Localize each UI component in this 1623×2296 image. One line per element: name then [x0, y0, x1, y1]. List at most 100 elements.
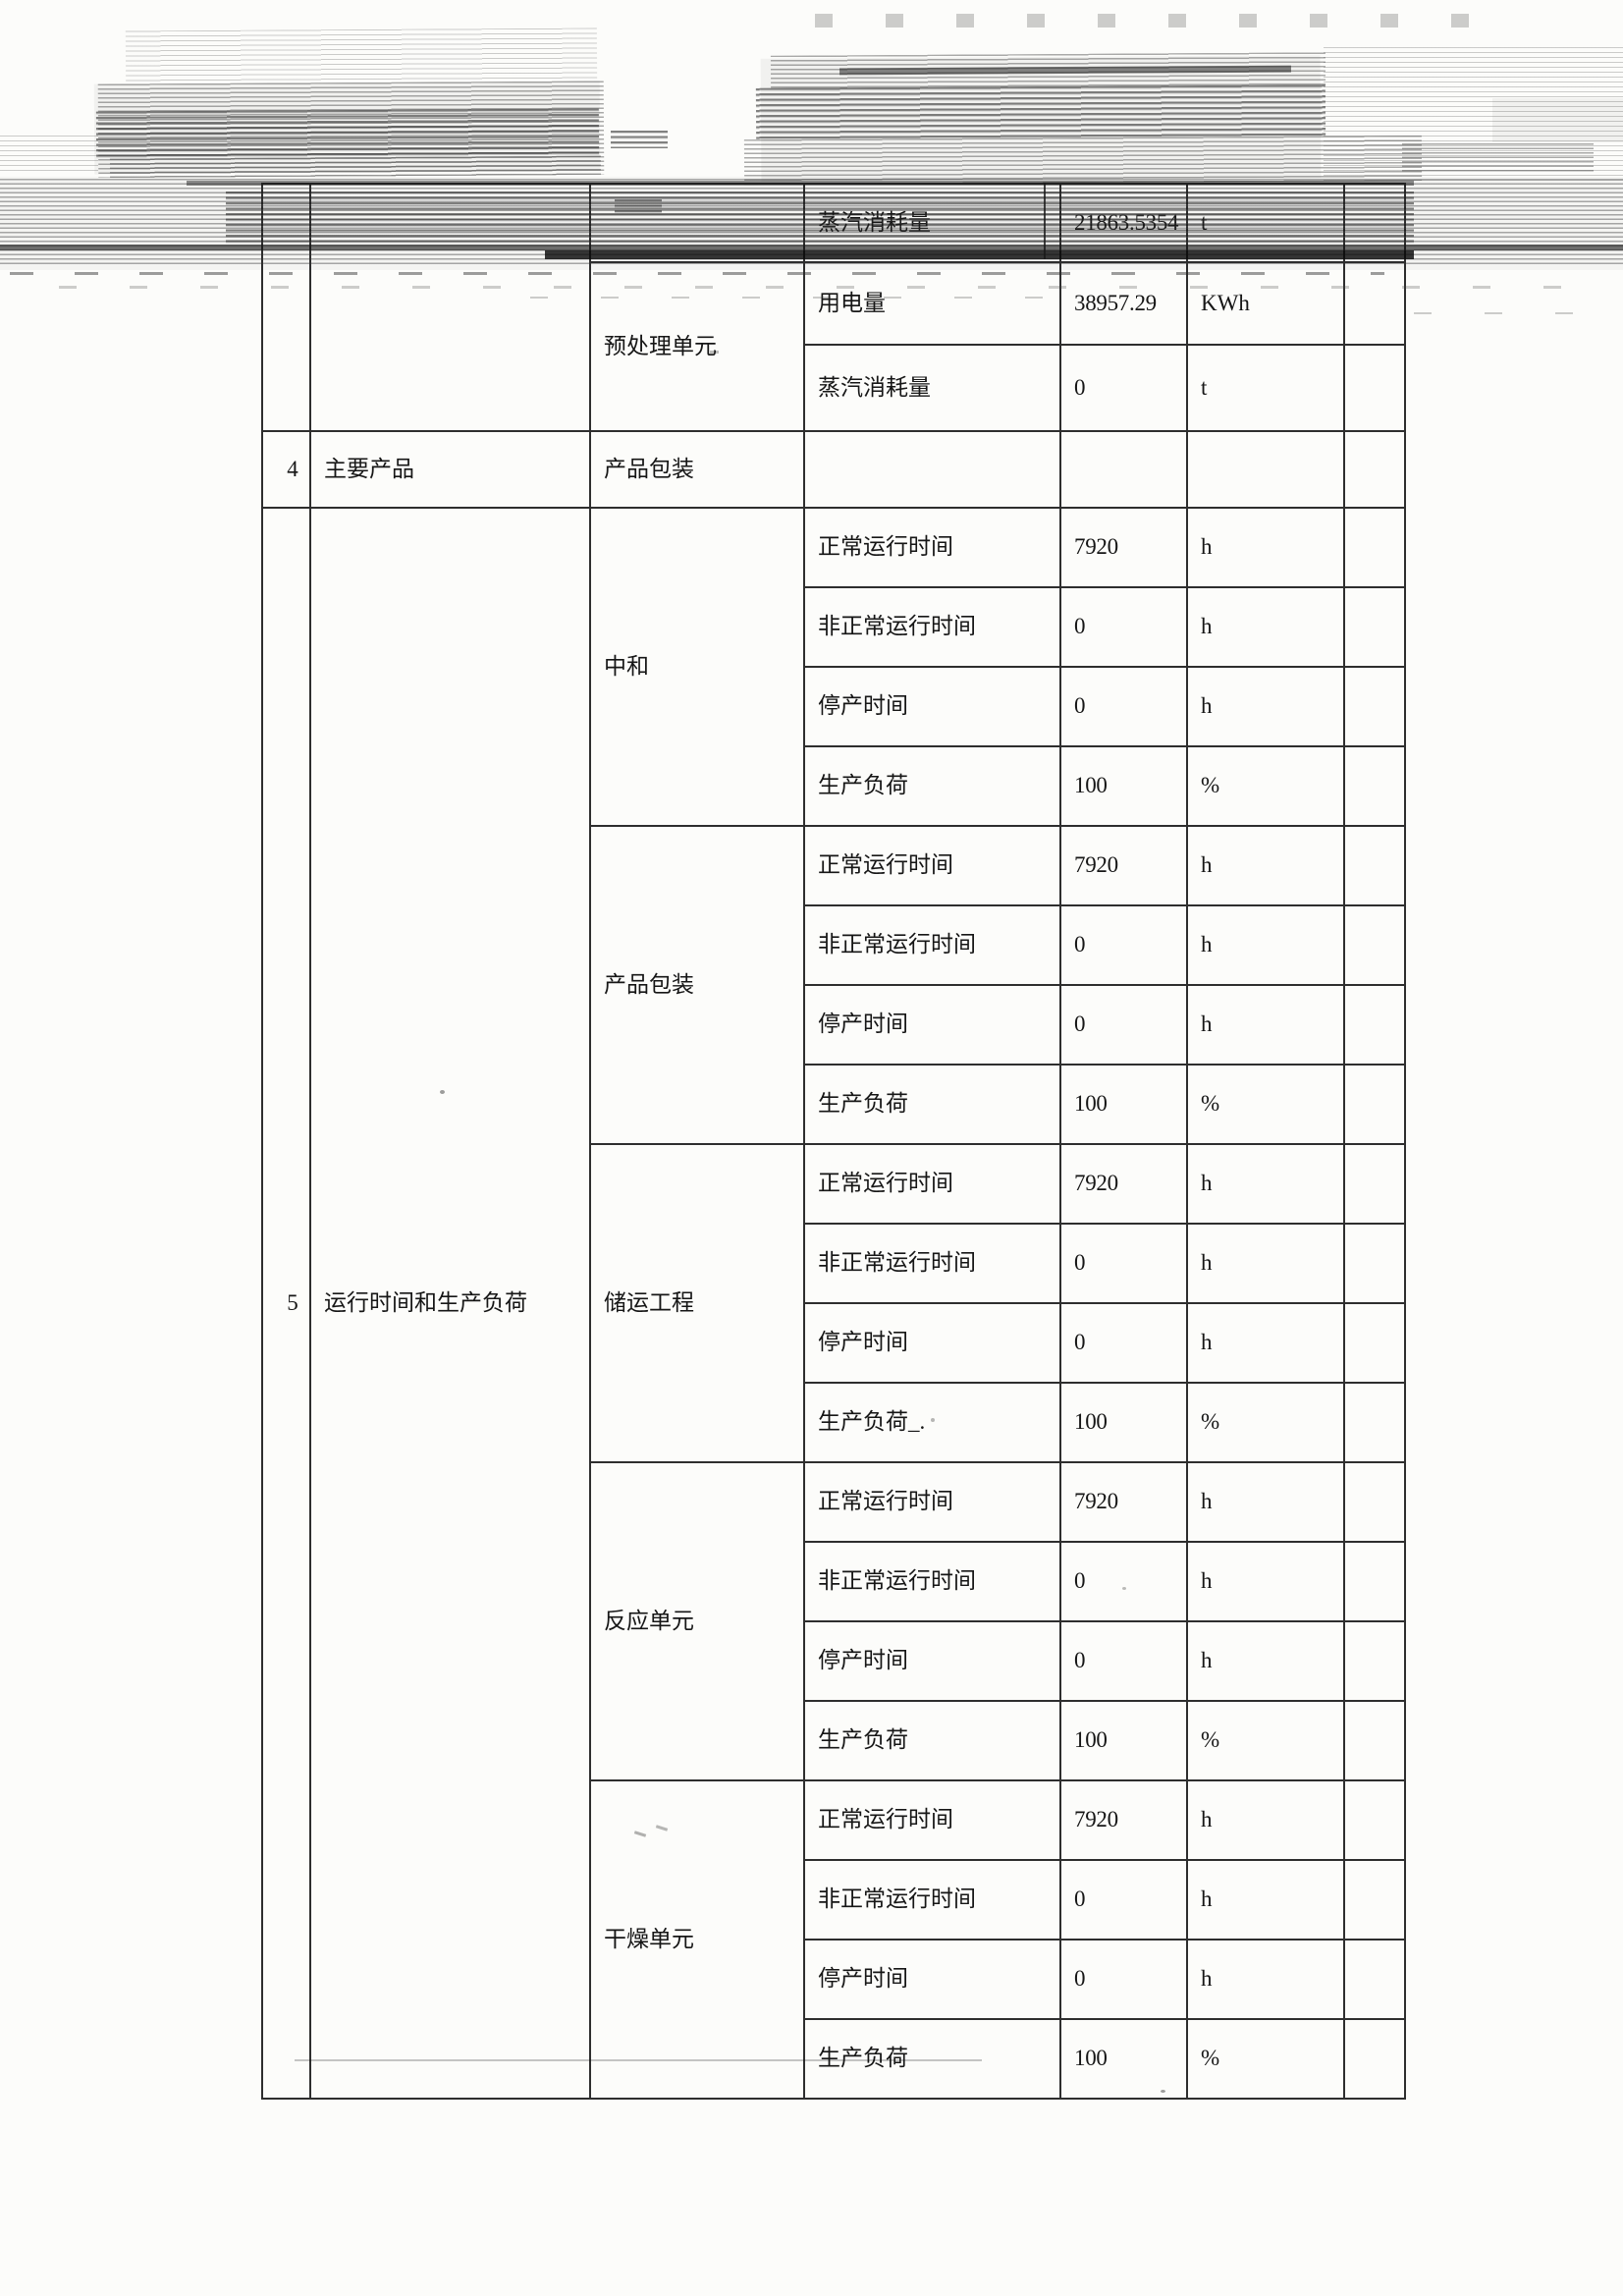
cell-metric-label: 生产负荷	[803, 1064, 1061, 1145]
cell-metric-value: 0	[1059, 344, 1188, 432]
cell-metric-label: 正常运行时间	[803, 1461, 1061, 1543]
cell-empty	[1343, 344, 1406, 432]
cell-empty	[1343, 183, 1406, 263]
cell-metric-unit: h	[1186, 904, 1345, 986]
table-row: 产品包装 正常运行时间 7920 h	[262, 825, 1406, 1145]
cell-metric-unit: h	[1186, 825, 1345, 906]
cell-metric-value: 21863.5354	[1059, 183, 1188, 263]
cell-metric-label: 停产时间	[803, 666, 1061, 747]
table-row: 停产时间 0 h	[262, 984, 1406, 1066]
cell-metric-unit: h	[1186, 984, 1345, 1066]
cell-metric-value: 7920	[1059, 1143, 1188, 1225]
cell-metric-unit: h	[1186, 1779, 1345, 1861]
cell-metric-unit: h	[1186, 1461, 1345, 1543]
cell-empty	[1343, 2018, 1406, 2100]
cell-metric-value: 0	[1059, 666, 1188, 747]
scan-wash	[760, 55, 1322, 182]
cell-empty	[1343, 1223, 1406, 1304]
cell-metric-value: 7920	[1059, 1461, 1188, 1543]
cell-metric-value: 0	[1059, 1859, 1188, 1941]
cell-metric-label: 用电量	[803, 261, 1061, 346]
cell-empty	[1343, 1939, 1406, 2020]
cell-metric-unit: t	[1186, 183, 1345, 263]
cell-metric-unit: %	[1186, 1700, 1345, 1781]
cell-metric-unit: %	[1186, 1064, 1345, 1145]
cell-metric-unit: h	[1186, 1939, 1345, 2020]
scan-streak	[770, 52, 1326, 90]
table-row: 停产时间 0 h	[262, 1620, 1406, 1702]
cell-metric-label: 停产时间	[803, 1939, 1061, 2020]
cell-metric-label: 蒸汽消耗量	[803, 344, 1061, 432]
table-row: 停产时间 0 h	[262, 1939, 1406, 2020]
cell-metric-unit: h	[1186, 666, 1345, 747]
cell-empty	[1343, 261, 1406, 346]
scan-dashes	[1414, 312, 1610, 314]
cell-metric-label: 正常运行时间	[803, 825, 1061, 906]
cell-empty	[1343, 1064, 1406, 1145]
cell-empty	[1343, 825, 1406, 906]
cell-item-no-5: 5	[261, 507, 311, 2100]
cell-metric-label: 正常运行时间	[803, 507, 1061, 588]
scan-streak	[109, 155, 602, 179]
cell-metric-unit: %	[1186, 745, 1345, 827]
cell-unit-name-pretreatment: 预处理单元	[589, 261, 805, 432]
cell-metric-value: 7920	[1059, 1779, 1188, 1861]
cell-metric-value: 100	[1059, 1064, 1188, 1145]
cell-metric-label: 非正常运行时间	[803, 586, 1061, 668]
table-row: 非正常运行时间 0 h	[262, 1541, 1406, 1622]
cell-metric-value: 38957.29	[1059, 261, 1188, 346]
cell-empty	[803, 430, 1061, 509]
cell-empty	[1343, 507, 1406, 588]
cell-metric-label: 停产时间	[803, 984, 1061, 1066]
table-row: 停产时间 0 h	[262, 1302, 1406, 1384]
scan-streak	[95, 108, 600, 159]
cell-metric-unit: t	[1186, 344, 1345, 432]
cell-unit-name-empty	[589, 183, 805, 263]
cell-metric-value: 0	[1059, 984, 1188, 1066]
scan-dark-line	[839, 65, 1292, 76]
cell-category-main-products: 主要产品	[309, 430, 591, 509]
cell-metric-label: 生产负荷	[803, 1700, 1061, 1781]
scan-wash	[1492, 98, 1623, 142]
cell-empty	[1343, 1779, 1406, 1861]
cell-unit-name-neutralization: 中和	[589, 507, 805, 827]
cell-metric-value: 0	[1059, 904, 1188, 986]
cell-metric-value: 7920	[1059, 825, 1188, 906]
scan-streak	[1324, 47, 1623, 185]
cell-metric-label: 停产时间	[803, 1620, 1061, 1702]
cell-metric-value: 100	[1059, 745, 1188, 827]
table-row: 4 主要产品 产品包装	[261, 430, 1406, 509]
table-row: 预处理单元 用电量 38957.29 KWh	[262, 261, 1406, 432]
cell-unit-name-storage-transport: 储运工程	[589, 1143, 805, 1463]
production-data-table: 蒸汽消耗量 21863.5354 t 预处理单元 用电量 38957.29 KW…	[261, 183, 1406, 2100]
cell-metric-value: 0	[1059, 1939, 1188, 2020]
cell-category-operating-time: 运行时间和生产负荷	[309, 507, 591, 2100]
cell-empty	[1343, 1541, 1406, 1622]
cell-empty	[1343, 1700, 1406, 1781]
table-row: 干燥单元 正常运行时间 7920 h	[262, 1779, 1406, 2100]
cell-metric-unit: h	[1186, 1541, 1345, 1622]
table-row: 蒸汽消耗量 0 t	[262, 344, 1406, 432]
cell-metric-value: 0	[1059, 1302, 1188, 1384]
cell-metric-label: 正常运行时间	[803, 1779, 1061, 1861]
cell-empty	[1343, 1620, 1406, 1702]
cell-metric-label: 生产负荷	[803, 2018, 1061, 2100]
scan-streak	[755, 84, 1326, 139]
cell-empty	[1343, 984, 1406, 1066]
scan-streak	[125, 27, 598, 82]
scan-wash	[93, 81, 601, 175]
cell-metric-label: 非正常运行时间	[803, 1859, 1061, 1941]
cell-unit-name-drying: 干燥单元	[589, 1779, 805, 2100]
table-row: 蒸汽消耗量 21863.5354 t	[261, 183, 1406, 432]
table-row: 生产负荷 100 %	[262, 2018, 1406, 2100]
table-row: 反应单元 正常运行时间 7920 h	[262, 1461, 1406, 1781]
cell-unit-name-packaging: 产品包装	[589, 430, 805, 509]
cell-metric-label: 生产负荷	[803, 745, 1061, 827]
table-row: 生产负荷 100 %	[262, 1700, 1406, 1781]
cell-metric-label: 非正常运行时间	[803, 904, 1061, 986]
scan-blot	[611, 131, 668, 148]
cell-empty	[1343, 1302, 1406, 1384]
table-row: 5 运行时间和生产负荷 中和 正常运行时间 7920 h	[261, 507, 1406, 2100]
scan-streak	[815, 14, 1522, 27]
